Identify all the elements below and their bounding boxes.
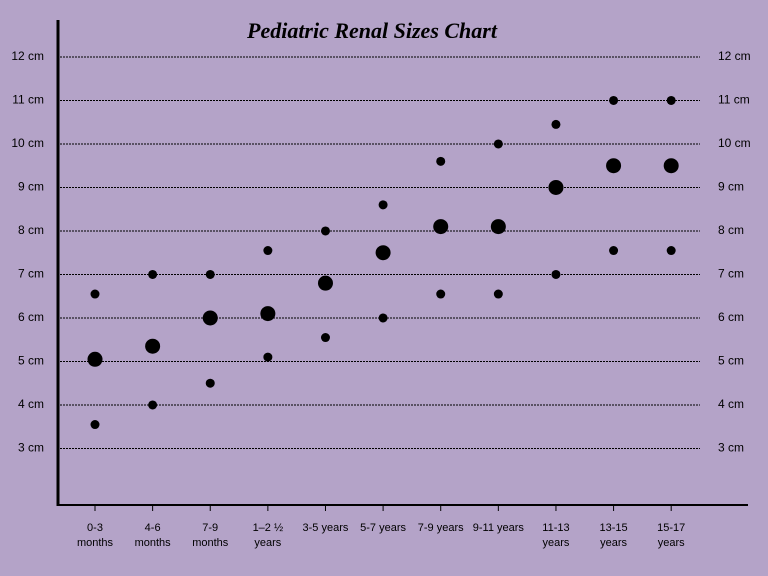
- dot: [148, 400, 158, 410]
- dot: [609, 95, 619, 105]
- dot: [87, 351, 103, 367]
- y-tick-label-right: 3 cm: [718, 441, 744, 455]
- dot: [663, 158, 679, 174]
- dot: [317, 275, 333, 291]
- y-tick-label: 11 cm: [12, 93, 44, 107]
- x-tick-label: 15-17 years: [657, 522, 686, 549]
- dot: [263, 352, 273, 362]
- y-tick-label: 12 cm: [11, 49, 44, 63]
- y-tick-label: 10 cm: [11, 136, 44, 150]
- dot: [493, 289, 503, 299]
- x-tick-label: 1–2 ½ years: [252, 522, 284, 549]
- dot: [436, 156, 446, 166]
- dot: [551, 269, 561, 279]
- y-tick-label: 4 cm: [18, 397, 44, 411]
- dot: [551, 119, 561, 129]
- dot: [378, 200, 388, 210]
- x-tick-label: 0-3 months: [76, 522, 114, 549]
- dot: [202, 310, 218, 326]
- dot: [205, 269, 215, 279]
- y-tick-label-right: 10 cm: [718, 136, 751, 150]
- dot: [145, 338, 161, 354]
- x-tick-label: 7-9 years: [417, 522, 464, 534]
- dot: [548, 179, 564, 195]
- dot: [90, 420, 100, 430]
- dot: [490, 219, 506, 235]
- dot: [263, 246, 273, 256]
- y-tick-label-right: 12 cm: [718, 49, 751, 63]
- x-tick-label: 7-9 months: [192, 522, 229, 549]
- y-tick-label: 6 cm: [18, 310, 44, 324]
- dot: [666, 246, 676, 256]
- dot: [378, 313, 388, 323]
- y-tick-label-right: 5 cm: [718, 354, 744, 368]
- y-tick-label-right: 7 cm: [718, 267, 744, 281]
- y-tick-label-right: 8 cm: [718, 223, 744, 237]
- y-tick-label: 5 cm: [18, 354, 44, 368]
- y-tick-label: 7 cm: [18, 267, 44, 281]
- y-tick-label: 9 cm: [18, 180, 44, 194]
- dot: [609, 246, 619, 256]
- x-tick-label: 4-6 months: [134, 522, 171, 549]
- y-tick-label: 8 cm: [18, 223, 44, 237]
- y-tick-label: 3 cm: [18, 441, 44, 455]
- dot: [320, 226, 330, 236]
- x-tick-label: 3-5 years: [302, 522, 349, 534]
- y-tick-label-right: 11 cm: [718, 93, 750, 107]
- y-tick-label-right: 4 cm: [718, 397, 744, 411]
- x-tick-label: 5-7 years: [360, 522, 407, 534]
- dot: [436, 289, 446, 299]
- dot: [260, 306, 276, 322]
- dot: [148, 269, 158, 279]
- y-tick-label-right: 6 cm: [718, 310, 744, 324]
- x-tick-label: 11-13 years: [542, 522, 570, 549]
- dot: [666, 95, 676, 105]
- dot: [493, 139, 503, 149]
- dot: [433, 219, 449, 235]
- x-tick-label: 9-11 years: [472, 522, 524, 534]
- dot: [90, 289, 100, 299]
- dot: [375, 245, 391, 261]
- y-tick-label-right: 9 cm: [718, 180, 744, 194]
- dot: [205, 378, 215, 388]
- x-tick-label: 13-15 years: [599, 522, 628, 549]
- dot: [320, 333, 330, 343]
- chart-title: Pediatric Renal Sizes Chart: [246, 18, 498, 43]
- dot: [606, 158, 622, 174]
